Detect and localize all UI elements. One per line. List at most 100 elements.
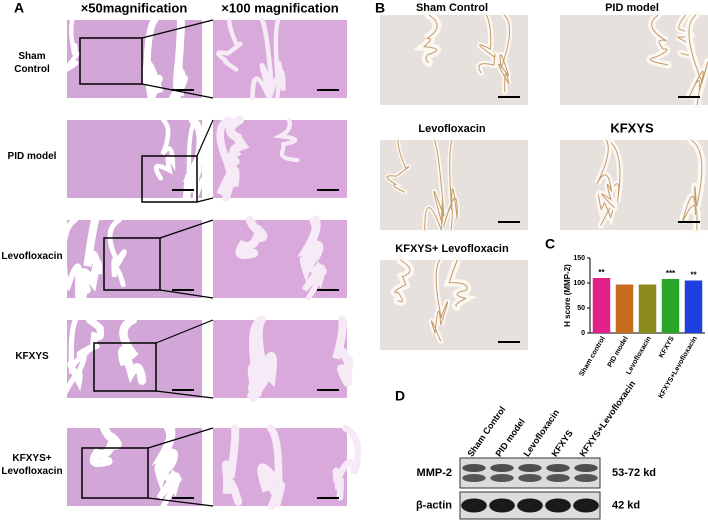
y-axis-label: H score (MMP-2) — [563, 264, 572, 327]
tissue-gap — [169, 16, 188, 102]
row-label: PID model — [7, 151, 57, 162]
zoom-line — [141, 83, 214, 99]
tissue-gap — [107, 217, 127, 288]
tissue-edge — [498, 14, 510, 92]
image-title: PID model — [605, 2, 659, 14]
tissue-gap — [221, 424, 243, 506]
blot-strip — [459, 457, 601, 489]
tissue-gap — [60, 17, 80, 74]
y-tick-label: 100 — [573, 280, 585, 287]
tissue-gap — [332, 424, 362, 501]
tissue-gap — [247, 315, 277, 398]
blot-band — [489, 498, 515, 513]
tissue-image — [67, 320, 202, 398]
blot-band — [574, 474, 598, 482]
zoom-line — [155, 390, 214, 399]
tissue-edge — [596, 139, 615, 208]
tissue-edge — [448, 259, 468, 307]
panel-label: B — [375, 0, 385, 16]
blot-band — [518, 464, 542, 472]
bar — [661, 279, 680, 333]
panel-label: A — [14, 0, 24, 16]
blot-band — [490, 474, 514, 482]
panel-label: D — [395, 388, 405, 404]
image-title: KFXYS+ Levofloxacin — [395, 243, 509, 255]
tissue-edge — [478, 14, 496, 74]
blot-band — [573, 498, 599, 513]
band-size: 42 kd — [612, 499, 640, 511]
tissue-gap — [76, 316, 105, 358]
x-tick-label: Levofloxacin — [625, 335, 652, 376]
tissue-edge — [394, 259, 411, 303]
tissue-edge — [443, 139, 458, 231]
zoom-line — [141, 19, 214, 39]
blot-band — [490, 464, 514, 472]
tissue-gap — [153, 117, 176, 181]
tissue-gap — [142, 16, 164, 111]
bar — [615, 284, 634, 333]
tissue-edge — [649, 14, 669, 66]
tissue-gap — [257, 424, 285, 510]
zoom-line — [147, 427, 214, 449]
band-name: β-actin — [416, 499, 452, 511]
zoom-line — [196, 197, 214, 203]
significance-label: ** — [690, 271, 697, 280]
tissue-edge — [688, 14, 708, 106]
image-title: Levofloxacin — [418, 123, 486, 135]
tissue-gap — [63, 317, 87, 394]
zoom-box — [79, 37, 143, 85]
zoom-line — [155, 319, 214, 344]
tissue-gap — [332, 315, 354, 387]
blot-band — [461, 498, 487, 513]
tissue-gap — [89, 423, 122, 468]
x-tick-label: KFXYS — [658, 335, 676, 359]
tissue-image — [213, 220, 347, 298]
zoom-line — [159, 219, 214, 239]
row-label: KFXYS — [15, 351, 49, 362]
row-label: Sham Control — [14, 51, 50, 75]
lane-label: KFXYS+Levofloxacin — [577, 379, 637, 459]
tissue-image — [67, 428, 202, 506]
tissue-edge — [430, 259, 449, 342]
blot-band — [462, 464, 486, 472]
y-tick-label: 0 — [581, 330, 585, 337]
zoom-box — [81, 447, 149, 499]
image-title: KFXYS — [610, 120, 654, 135]
image-title: Sham Control — [416, 2, 488, 14]
band-size: 53-72 kd — [612, 467, 656, 479]
tissue-gap — [154, 425, 181, 509]
row-label: Levofloxacin — [1, 251, 63, 262]
tissue-gap — [272, 117, 300, 163]
tissue-gap — [235, 215, 268, 260]
x-tick-label: PID model — [607, 335, 630, 368]
tissue-gap — [225, 115, 250, 166]
tissue-gap — [216, 17, 243, 72]
tissue-image — [67, 120, 202, 198]
tissue-edge — [681, 139, 703, 231]
blot-band — [574, 464, 598, 472]
blot-band — [462, 474, 486, 482]
zoom-line — [196, 119, 214, 157]
blot-band — [546, 474, 570, 482]
zoom-box — [141, 155, 198, 203]
bar — [638, 284, 657, 333]
significance-label: ** — [598, 268, 605, 277]
tissue-gap — [216, 116, 240, 202]
tissue-edge — [422, 14, 438, 64]
zoom-box — [103, 237, 161, 291]
blot-band — [517, 498, 543, 513]
panel-label: C — [545, 236, 555, 252]
tissue-gap — [60, 217, 91, 301]
x-tick-label: Sham control — [578, 335, 606, 377]
blot-band — [545, 498, 571, 513]
column-header: ×50magnification — [81, 0, 188, 15]
y-tick-label: 150 — [573, 255, 585, 262]
bar — [684, 280, 703, 333]
tissue-gap — [79, 216, 103, 294]
tissue-edge — [386, 139, 410, 193]
tissue-gap — [299, 217, 326, 301]
bar — [592, 278, 611, 333]
column-header: ×100 magnification — [221, 0, 338, 15]
